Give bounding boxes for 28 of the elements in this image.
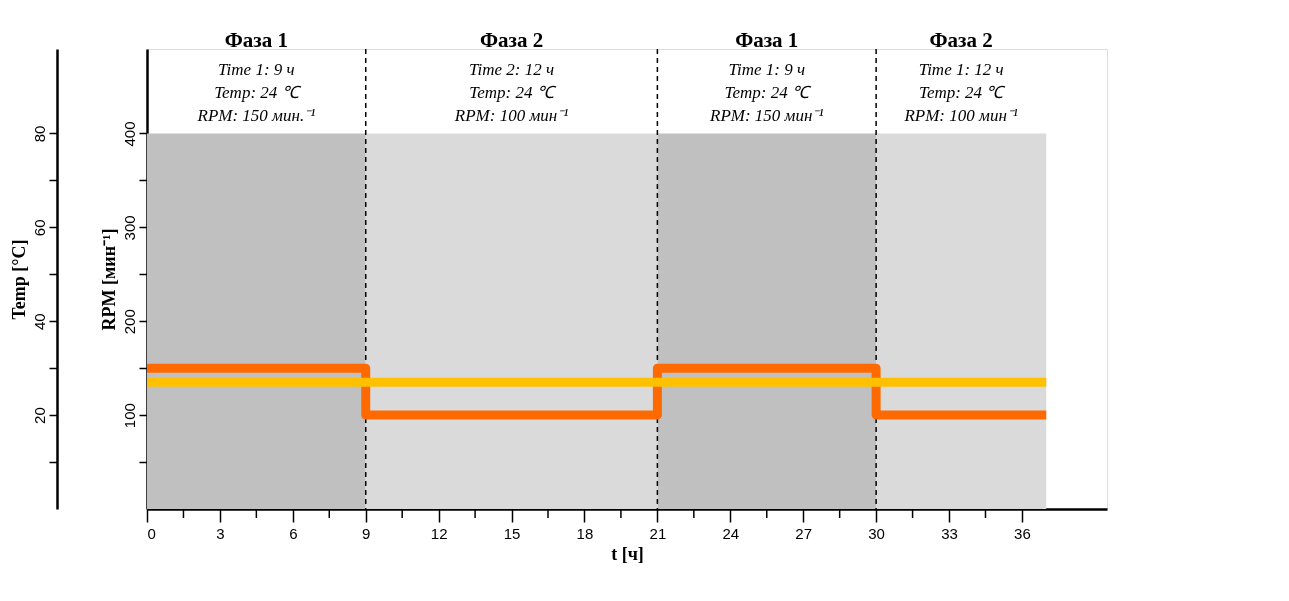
y-tick-label: 100 xyxy=(120,403,138,429)
x-tick-label: 0 xyxy=(147,524,156,542)
y2-tick-label: 80 xyxy=(30,125,48,143)
x-tick-label: 15 xyxy=(503,524,521,542)
text: Фаза 2 Time 2: 12 ч Temp: 24 ℃ RPM: 100 мин⁻¹ xyxy=(454,28,569,125)
y2-axis-title: Temp [°C] xyxy=(8,239,29,320)
x-tick-label: 36 xyxy=(1014,524,1031,542)
x-tick-label: 12 xyxy=(430,524,448,542)
y2-tick-label: 20 xyxy=(30,407,48,424)
x-tick-label: 9 xyxy=(362,524,371,542)
x-tick-label: 21 xyxy=(649,524,667,542)
x-axis-title: t [ч] xyxy=(611,543,644,564)
y2-tick-label: 60 xyxy=(30,219,48,237)
y-tick-label: 200 xyxy=(120,309,138,335)
x-tick-label: 27 xyxy=(795,524,813,542)
y2-tick-label: 40 xyxy=(30,313,48,331)
x-tick-label: 6 xyxy=(289,524,298,542)
x-tick-label: 33 xyxy=(941,524,958,542)
x-tick-label: 30 xyxy=(868,524,885,542)
x-tick-label: 3 xyxy=(216,524,225,542)
y-axis-title: RPM [мин⁻¹] xyxy=(98,228,119,331)
x-tick-label: 24 xyxy=(722,524,740,542)
text: Фаза 2 Time 1: 12 ч Temp: 24 ℃ RPM: 100 мин⁻¹ xyxy=(904,28,1018,125)
y-tick-label: 300 xyxy=(120,215,138,241)
x-tick-label: 18 xyxy=(576,524,594,542)
text: Фаза 1 Time 1: 9 ч Temp: 24 ℃ RPM: 150 мин.⁻¹ xyxy=(197,28,316,125)
y-tick-label: 400 xyxy=(120,121,138,147)
text: Фаза 1 Time 1: 9 ч Temp: 24 ℃ RPM: 150 мин⁻¹ xyxy=(710,28,824,125)
